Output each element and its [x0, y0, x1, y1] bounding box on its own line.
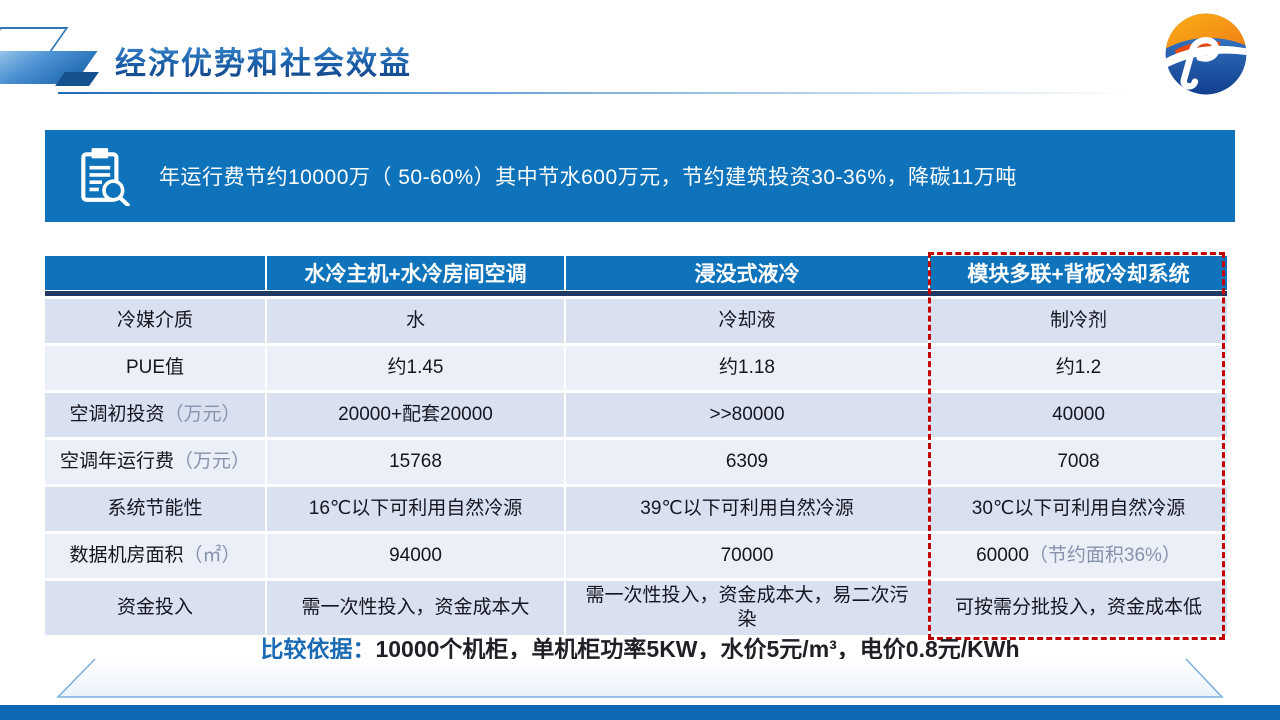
table-cell: 约1.45: [267, 346, 564, 390]
table-cell: 水: [267, 299, 564, 343]
table-cell: 约1.2: [930, 346, 1227, 390]
table-cell: 15768: [267, 440, 564, 484]
table-cell: 可按需分批投入，资金成本低: [930, 581, 1227, 635]
table-cell: 冷却液: [566, 299, 928, 343]
table-column-header: 水冷主机+水冷房间空调: [267, 256, 564, 290]
table-row-label: PUE值: [45, 346, 265, 390]
table-header-divider: [45, 291, 1227, 296]
table-column-header: 浸没式液冷: [566, 256, 928, 290]
table-row-label: 资金投入: [45, 581, 265, 635]
table-cell: 制冷剂: [930, 299, 1227, 343]
table-cell: 39℃以下可利用自然冷源: [566, 487, 928, 531]
table-column-header: 模块多联+背板冷却系统: [930, 256, 1227, 290]
footnote: 比较依据：10000个机柜，单机柜功率5KW，水价5元/m³，电价0.8元/KW…: [0, 630, 1280, 664]
table-cell: 6309: [566, 440, 928, 484]
jp-company-logo-icon: [1165, 13, 1247, 95]
table-cell: 60000 （节约面积36%）: [930, 534, 1227, 578]
table-cell: >>80000: [566, 393, 928, 437]
table-cell: 需一次性投入，资金成本大: [267, 581, 564, 635]
table-cell: 94000: [267, 534, 564, 578]
table-row-label: 空调初投资 （万元）: [45, 393, 265, 437]
table-cell: 40000: [930, 393, 1227, 437]
page-title: 经济优势和社会效益: [115, 38, 412, 83]
footnote-text: 10000个机柜，单机柜功率5KW，水价5元/m³，电价0.8元/KWh: [375, 636, 1020, 662]
summary-banner: 年运行费节约10000万（ 50-60%）其中节水600万元，节约建筑投资30-…: [45, 130, 1235, 222]
table-row-label: 冷媒介质: [45, 299, 265, 343]
table-header-row: 水冷主机+水冷房间空调 浸没式液冷 模块多联+背板冷却系统: [45, 256, 1227, 290]
bottom-trapezoid-decoration: [56, 658, 1224, 698]
table-body: 冷媒介质水冷却液 制冷剂 PUE值 约1.45 约1.18 约1.2 空调初投资 （万元） 20…: [45, 299, 1227, 635]
table-cell: 约1.18: [566, 346, 928, 390]
table-row-label: 数据机房面积 （㎡）: [45, 534, 265, 578]
title-underline: [58, 92, 1228, 94]
table-cell: 70000: [566, 534, 928, 578]
table-row-label: 系统节能性: [45, 487, 265, 531]
table-cell: 需一次性投入，资金成本大，易二次污染: [566, 581, 928, 635]
footnote-label: 比较依据：: [260, 636, 376, 662]
table-cell: 30℃以下可利用自然冷源: [930, 487, 1227, 531]
table-cell: 20000+配套20000: [267, 393, 564, 437]
table-row-label: 空调年运行费 （万元）: [45, 440, 265, 484]
clipboard-search-icon: [81, 148, 130, 206]
table-corner-cell: [45, 256, 265, 290]
bottom-bar: [0, 705, 1280, 720]
table-cell: 7008: [930, 440, 1227, 484]
summary-text: 年运行费节约10000万（ 50-60%）其中节水600万元，节约建筑投资30-…: [159, 166, 1017, 189]
comparison-table: 水冷主机+水冷房间空调 浸没式液冷 模块多联+背板冷却系统 冷媒介质水冷却液 制冷剂 P…: [45, 252, 1227, 640]
table-cell: 16℃以下可利用自然冷源: [267, 487, 564, 531]
